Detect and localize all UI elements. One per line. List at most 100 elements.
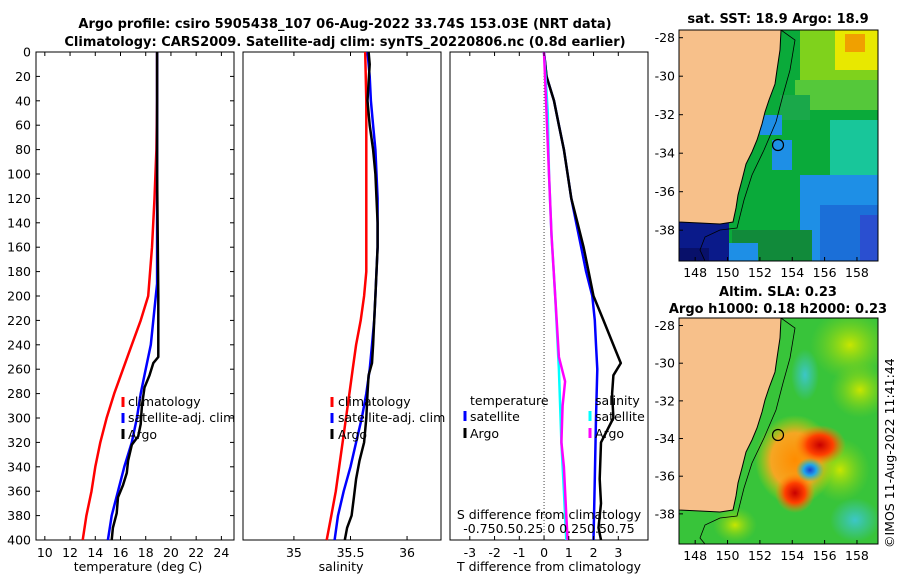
sla-map-title-line1: Altim. SLA: 0.23 — [719, 285, 837, 300]
lat-tick-label: -30 — [655, 356, 675, 371]
x-tick-label: 14 — [87, 545, 103, 560]
sla-argo-marker — [771, 428, 785, 442]
lon-tick-label: 154 — [780, 265, 804, 280]
figure-title-line2: Climatology: CARS2009. Satellite-adj cli… — [64, 35, 625, 50]
legend-argo-label: Argo — [338, 427, 367, 442]
legend-satellite-label: satellite-adj. clim — [128, 410, 235, 425]
y-tick-label: 120 — [7, 191, 31, 206]
sst-map-frame — [678, 29, 879, 262]
temperature-legend: climatology satellite-adj. clim Argo — [121, 394, 235, 442]
difference-legend-salinity: salinity satellite Argo — [588, 393, 645, 441]
series-line-argo — [343, 51, 379, 541]
y-tick-label: 180 — [7, 264, 31, 279]
x-tick-label: 22 — [188, 545, 204, 560]
salinity-x-ticks: 35 35.5 36 — [286, 52, 415, 560]
sst-land — [679, 30, 782, 225]
difference-panel: -3 -2 -1 0 1 2 3 S difference from climatology… — [449, 51, 649, 574]
salinity-series-layer — [325, 51, 379, 541]
lon-tick-label: 154 — [780, 548, 804, 563]
lon-tick-label: 158 — [845, 548, 869, 563]
x-tick-label: 2 — [590, 545, 598, 560]
x-tick-label: 35.5 — [337, 545, 365, 560]
x-tick-label: 36 — [399, 545, 415, 560]
x-tick-label: 16 — [113, 545, 129, 560]
salinity-xlabel: salinity — [319, 559, 364, 574]
y-tick-label: 280 — [7, 386, 31, 401]
y-tick-label: 300 — [7, 411, 31, 426]
y-tick-label: 40 — [15, 93, 31, 108]
lat-tick-label: -28 — [655, 318, 675, 333]
lat-tick-label: -30 — [655, 69, 675, 84]
temperature-x-ticks: 10 12 14 16 18 20 22 24 — [37, 52, 229, 560]
lat-tick-label: -36 — [655, 469, 675, 484]
lon-tick-label: 148 — [683, 265, 707, 280]
lon-tick-label: 148 — [683, 548, 707, 563]
y-tick-label: 320 — [7, 435, 31, 450]
lat-tick-label: -34 — [655, 431, 675, 446]
lon-tick-label: 156 — [813, 548, 837, 563]
lon-tick-label: 152 — [748, 265, 772, 280]
legend-climatology-label: climatology — [128, 394, 201, 409]
y-tick-label: 0 — [23, 45, 31, 60]
x-tick-label: -2 — [488, 545, 500, 560]
legend-t-argo-label: Argo — [470, 426, 499, 441]
salinity-legend: climatology satellite-adj. clim Argo — [330, 394, 445, 442]
sst-map-image — [679, 30, 878, 261]
lat-tick-label: -34 — [655, 146, 675, 161]
difference-top-xlabel: S difference from climatology — [457, 507, 642, 522]
sla-map-panel: Altim. SLA: 0.23 Argo h1000: 0.18 h2000:… — [655, 285, 888, 563]
series-line-t-argo — [542, 51, 623, 541]
lon-tick-label: 156 — [813, 265, 837, 280]
legend-temperature-title: temperature — [470, 393, 549, 408]
y-tick-label: 60 — [15, 118, 31, 133]
legend-s-satellite-label: satellite — [595, 409, 645, 424]
legend-salinity-title: salinity — [595, 393, 640, 408]
lat-tick-label: -38 — [655, 223, 675, 238]
x-tick-label: 1 — [565, 545, 573, 560]
sla-map-image — [679, 318, 878, 544]
legend-climatology-label: climatology — [338, 394, 411, 409]
series-line-climatology — [81, 52, 159, 541]
x-tick-label: 12 — [62, 545, 78, 560]
x-tick-label: 0 — [540, 545, 548, 560]
lon-tick-label: 158 — [845, 265, 869, 280]
figure-title-line1: Argo profile: csiro 5905438_107 06-Aug-2… — [78, 17, 611, 32]
x-tick-label: 20 — [163, 545, 179, 560]
y-tick-label: 80 — [15, 142, 31, 157]
y-tick-label: 140 — [7, 215, 31, 230]
lat-tick-label: -36 — [655, 184, 675, 199]
sst-map-title: sat. SST: 18.9 Argo: 18.9 — [687, 12, 868, 27]
x-tick-label: 18 — [138, 545, 154, 560]
y-tick-label: 260 — [7, 362, 31, 377]
sst-map-panel: sat. SST: 18.9 Argo: 18.9 148 150 152 154 15… — [655, 12, 879, 280]
y-tick-label: 20 — [15, 69, 31, 84]
sst-argo-marker — [771, 138, 785, 152]
y-tick-label: 240 — [7, 337, 31, 352]
difference-top-xticks: -0.750.50.25 0 0.250.50.75 — [463, 521, 635, 536]
lat-tick-label: -28 — [655, 30, 675, 45]
x-tick-label: 24 — [213, 545, 229, 560]
lon-tick-label: 150 — [716, 548, 740, 563]
y-tick-label: 360 — [7, 484, 31, 499]
lat-tick-label: -38 — [655, 506, 675, 521]
lat-tick-label: -32 — [655, 393, 675, 408]
difference-legend-temperature: temperature satellite Argo — [463, 393, 549, 441]
series-line-s-argo — [542, 51, 569, 541]
imos-credit: ©IMOS 11-Aug-2022 11:41:44 — [882, 358, 897, 548]
y-tick-label: 160 — [7, 240, 31, 255]
sla-map-ticks: 148 150 152 154 156 158 -28 -30 -32 -34 -36 -38 — [655, 318, 869, 563]
lon-tick-label: 152 — [748, 548, 772, 563]
y-tick-label: 380 — [7, 508, 31, 523]
y-tick-label: 340 — [7, 459, 31, 474]
legend-s-argo-label: Argo — [595, 426, 624, 441]
salinity-panel: 35 35.5 36 salinity climatology satellite-… — [242, 51, 445, 574]
sst-map-ticks: 148 150 152 154 156 158 -28 -30 -32 -34 -36 -38 — [655, 30, 869, 280]
sla-map-title-line2: Argo h1000: 0.18 h2000: 0.23 — [669, 302, 887, 317]
y-tick-label: 220 — [7, 313, 31, 328]
temperature-panel: 10 12 14 16 18 20 22 24 02040608010012014016018… — [7, 45, 648, 574]
y-tick-label: 100 — [7, 167, 31, 182]
x-tick-label: -1 — [513, 545, 525, 560]
difference-xlabel: T difference from climatology — [456, 559, 642, 574]
x-tick-label: 35 — [286, 545, 302, 560]
salinity-axes-frame — [242, 51, 442, 541]
